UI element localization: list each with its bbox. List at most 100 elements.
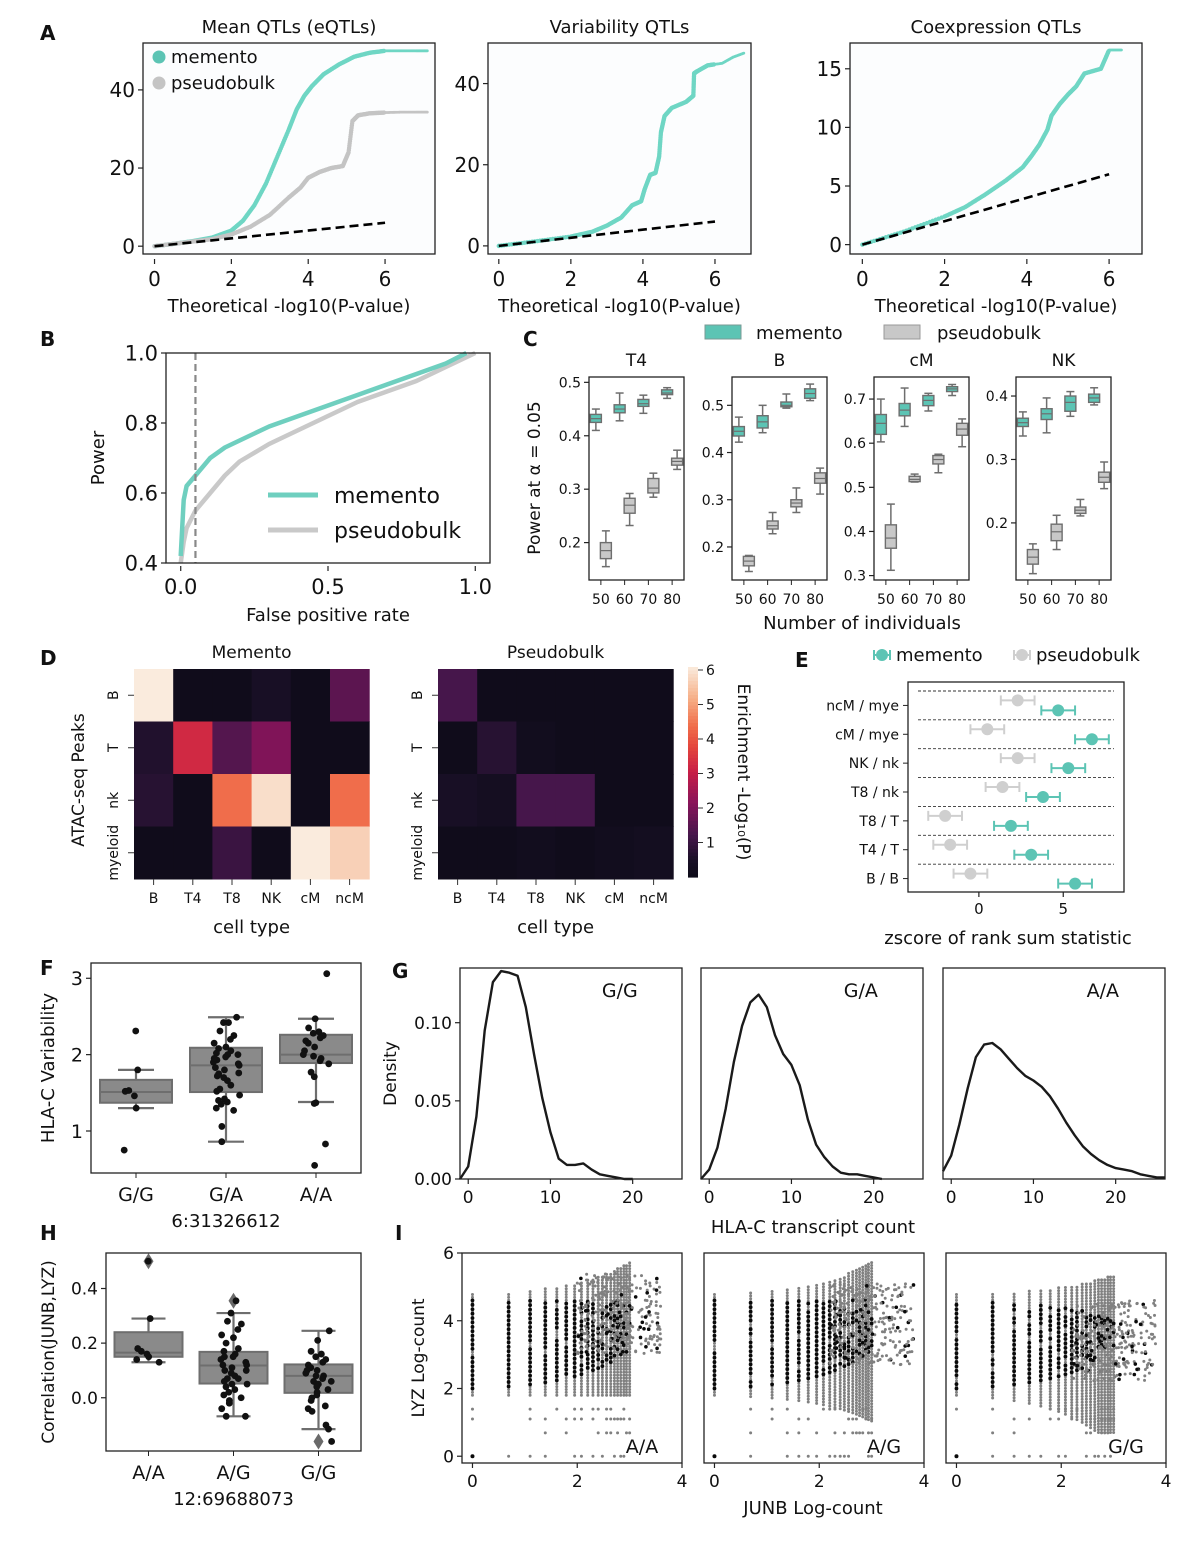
cell-point — [628, 1431, 632, 1435]
highlight-point — [470, 1302, 475, 1307]
cell-point — [585, 1313, 589, 1317]
data-point — [325, 1327, 333, 1335]
cell-point — [806, 1454, 810, 1458]
cell-point — [870, 1393, 874, 1397]
cell-point — [579, 1388, 583, 1391]
cell-point — [851, 1281, 855, 1285]
cell-point — [648, 1334, 652, 1338]
cell-point — [864, 1370, 868, 1374]
cell-point — [628, 1316, 632, 1320]
highlight-point — [806, 1332, 811, 1337]
cell-point — [870, 1405, 874, 1409]
cell-point — [619, 1295, 623, 1299]
cell-point — [616, 1390, 620, 1394]
cell-point — [875, 1282, 879, 1286]
cell-point — [712, 1393, 716, 1397]
cell-point — [770, 1341, 774, 1345]
cell-point — [861, 1386, 865, 1390]
cell-point — [838, 1407, 842, 1411]
highlight-point — [470, 1338, 475, 1342]
panel-label-i: I — [395, 1221, 402, 1245]
highlight-point — [470, 1360, 475, 1364]
highlight-point — [506, 1331, 511, 1336]
highlight-point — [579, 1367, 584, 1372]
data-point — [304, 1039, 312, 1047]
highlight-point — [821, 1372, 826, 1377]
highlight-point — [638, 1335, 643, 1340]
cell-point — [586, 1347, 590, 1351]
cell-point — [631, 1325, 635, 1329]
cell-point — [616, 1272, 620, 1276]
cell-point — [605, 1345, 609, 1349]
cell-point — [600, 1370, 604, 1374]
cell-point — [893, 1283, 897, 1287]
cell-point — [838, 1299, 842, 1303]
highlight-point — [770, 1347, 774, 1352]
y-axis-label: Power — [88, 430, 109, 485]
highlight-point — [608, 1351, 613, 1356]
cell-point — [861, 1280, 865, 1284]
cell-point — [842, 1400, 846, 1404]
highlight-point — [554, 1369, 559, 1374]
cell-point — [622, 1275, 626, 1279]
cell-point — [637, 1310, 641, 1314]
highlight-point — [866, 1310, 871, 1315]
colorbar-segment — [688, 691, 698, 696]
heatmap-cell — [173, 774, 213, 827]
cell-point — [596, 1336, 600, 1340]
highlight-point — [954, 1346, 959, 1351]
cell-point — [878, 1288, 882, 1292]
highlight-point — [857, 1325, 862, 1330]
y-tick-label: 1 — [71, 1121, 83, 1143]
highlight-point — [564, 1358, 569, 1363]
cell-point — [593, 1345, 597, 1349]
highlight-point — [572, 1299, 577, 1304]
highlight-point — [638, 1325, 642, 1329]
cell-point — [864, 1385, 868, 1389]
cell-point — [815, 1292, 819, 1296]
highlight-point — [857, 1342, 862, 1347]
highlight-point — [887, 1315, 892, 1320]
cell-point — [888, 1318, 892, 1322]
cell-point — [851, 1325, 855, 1328]
highlight-point — [806, 1319, 811, 1323]
cell-point — [601, 1276, 605, 1280]
highlight-point — [646, 1327, 651, 1332]
heatmap-cell — [290, 721, 331, 775]
cell-point — [628, 1356, 632, 1360]
data-point — [237, 1394, 245, 1402]
highlight-point — [543, 1371, 548, 1376]
density-curve — [458, 969, 633, 1181]
cell-point — [861, 1360, 865, 1364]
cell-point — [868, 1341, 872, 1345]
cell-point — [749, 1374, 753, 1378]
data-point — [315, 1028, 323, 1036]
cell-point — [600, 1454, 604, 1458]
cell-point — [609, 1367, 613, 1371]
highlight-point — [838, 1348, 843, 1353]
highlight-point — [785, 1349, 790, 1354]
cell-point — [528, 1295, 532, 1299]
highlight-point — [806, 1345, 811, 1350]
highlight-point — [903, 1309, 907, 1314]
cell-point — [770, 1393, 774, 1397]
pseudobulk-roc-line — [178, 350, 477, 564]
panel-label-g: G — [392, 959, 408, 983]
cell-point — [838, 1369, 842, 1373]
row-label: T — [106, 743, 122, 753]
cell-point — [555, 1304, 559, 1308]
cell-point — [619, 1379, 623, 1383]
highlight-point — [470, 1342, 475, 1347]
highlight-point — [833, 1319, 837, 1324]
cell-point — [602, 1316, 606, 1320]
axes-frame — [700, 967, 924, 1180]
cell-point — [564, 1417, 568, 1421]
highlight-point — [579, 1301, 584, 1306]
cell-point — [828, 1341, 832, 1345]
cell-point — [600, 1367, 604, 1371]
cell-point — [624, 1344, 628, 1348]
facet-t4: 50 60 70 800.20.30.40.5T4 — [559, 351, 685, 608]
cell-point — [854, 1369, 858, 1373]
y-tick-label: 0 — [467, 234, 480, 258]
data-point — [233, 1013, 241, 1021]
